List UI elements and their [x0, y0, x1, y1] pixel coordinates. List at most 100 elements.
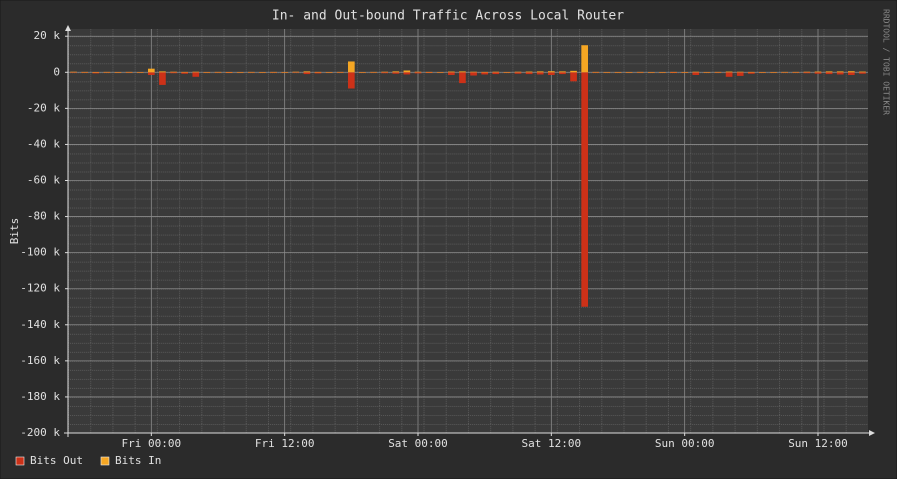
bar: [203, 72, 211, 73]
bar: [148, 72, 155, 75]
legend-label: Bits Out: [30, 454, 83, 467]
y-tick-label: -40 k: [27, 137, 60, 150]
bar: [170, 72, 177, 74]
y-axis-label: Bits: [8, 218, 21, 245]
bar: [659, 72, 666, 73]
bar: [314, 72, 322, 74]
bar: [525, 72, 533, 75]
bar: [70, 71, 77, 73]
legend-label: Bits In: [115, 454, 161, 467]
bar: [148, 68, 155, 73]
x-tick-label: Sun 12:00: [788, 437, 848, 450]
bar: [414, 71, 422, 73]
bar: [803, 72, 811, 74]
bar: [792, 71, 800, 73]
y-tick-label: -60 k: [27, 174, 60, 187]
bar: [125, 72, 133, 73]
chart-title: In- and Out-bound Traffic Across Local R…: [272, 9, 624, 24]
bar: [403, 70, 411, 73]
bar: [303, 72, 311, 75]
bar: [770, 72, 777, 73]
bar: [103, 71, 111, 73]
bar: [136, 72, 144, 73]
bar: [536, 72, 544, 75]
bar: [725, 71, 733, 73]
bar: [370, 72, 377, 73]
bar: [759, 72, 766, 73]
x-tick-label: Sun 00:00: [655, 437, 715, 450]
bar: [92, 72, 100, 74]
x-tick-label: Sat 12:00: [522, 437, 582, 450]
bar: [559, 71, 566, 73]
bar: [603, 72, 611, 73]
bar: [414, 72, 422, 74]
bar: [470, 72, 477, 76]
bar: [159, 71, 166, 73]
bar: [714, 72, 722, 73]
bar: [214, 71, 222, 73]
bar: [648, 72, 655, 73]
y-tick-label: -180 k: [20, 390, 60, 403]
bar: [381, 72, 388, 74]
bar: [714, 71, 722, 73]
bar: [692, 71, 700, 73]
bar: [348, 61, 355, 73]
bar: [92, 72, 100, 73]
bar: [81, 71, 88, 73]
legend: Bits Out Bits In: [15, 454, 161, 467]
bar: [459, 71, 466, 73]
x-tick-label: Sat 00:00: [388, 437, 448, 450]
bar: [70, 72, 77, 73]
bar: [370, 71, 377, 73]
bar: [292, 72, 300, 73]
bar: [670, 71, 677, 73]
bar: [670, 72, 677, 74]
bar: [181, 71, 188, 73]
watermark: RRDTOOL / TOBI OETIKER: [882, 9, 891, 115]
bar: [625, 72, 633, 73]
bar: [803, 71, 811, 73]
bar: [192, 72, 200, 77]
bar: [470, 71, 477, 73]
bar: [859, 72, 866, 74]
bar: [581, 72, 588, 307]
bar: [636, 72, 644, 73]
bar: [481, 71, 488, 73]
bar: [736, 71, 744, 73]
bar: [336, 72, 344, 73]
bar: [636, 71, 644, 73]
bar: [548, 71, 555, 73]
bar: [492, 72, 500, 75]
bar: [781, 71, 788, 73]
bar: [792, 72, 800, 73]
bar: [170, 71, 177, 73]
bar: [159, 72, 166, 85]
bar: [748, 72, 755, 74]
bar: [425, 71, 433, 73]
bar: [536, 71, 544, 73]
bar: [448, 71, 455, 73]
bar: [492, 71, 500, 73]
y-axis-arrow: [65, 25, 71, 31]
bar: [325, 72, 333, 73]
y-tick-label: 0: [53, 65, 60, 78]
bar: [381, 71, 388, 73]
bar: [192, 71, 200, 73]
bar: [303, 71, 311, 73]
bar: [559, 72, 566, 75]
x-tick-label: Fri 00:00: [122, 437, 182, 450]
bar: [125, 71, 133, 73]
bar: [314, 71, 322, 73]
bar: [103, 72, 111, 73]
bar: [514, 72, 522, 74]
bar: [614, 72, 622, 73]
bar: [425, 72, 433, 74]
bar: [403, 72, 411, 75]
y-tick-label: -200 k: [20, 426, 60, 439]
x-axis-arrow: [869, 430, 875, 436]
bar: [692, 72, 700, 75]
grid-layer: [65, 29, 868, 436]
bar: [859, 71, 866, 73]
